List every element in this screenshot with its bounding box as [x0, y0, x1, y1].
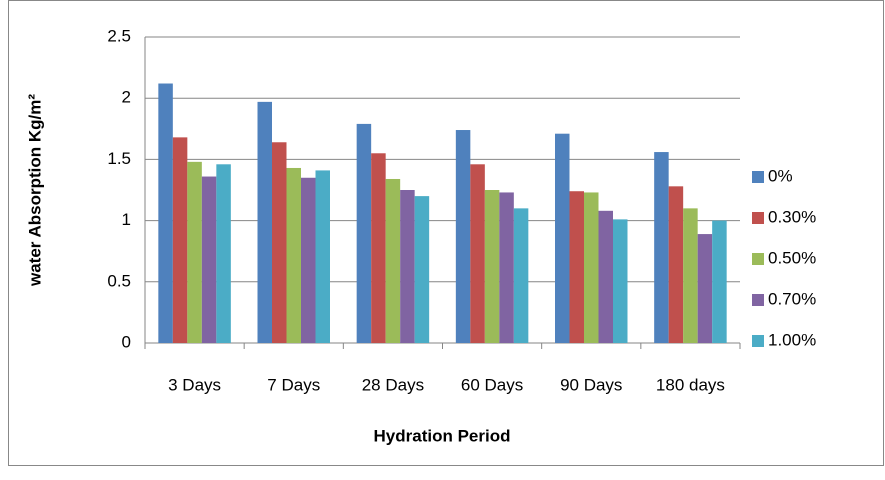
bar	[555, 133, 570, 343]
x-tick-label: 180 days	[656, 375, 725, 394]
bar	[216, 164, 231, 343]
legend-swatch	[752, 294, 764, 306]
bar	[654, 152, 669, 343]
bar	[569, 191, 584, 343]
bar	[513, 208, 529, 343]
bar	[201, 176, 217, 343]
x-tick-label: 60 Days	[461, 375, 523, 394]
bar	[455, 130, 471, 343]
bar	[470, 164, 485, 343]
legend-swatch	[752, 171, 764, 183]
bar	[371, 153, 386, 343]
legend-label: 0.50%	[768, 248, 816, 267]
bar	[187, 161, 202, 343]
bar	[414, 196, 430, 343]
bar	[315, 170, 330, 343]
bar	[385, 178, 401, 343]
bar	[286, 167, 301, 343]
bar	[683, 208, 698, 343]
legend-label: 0.30%	[768, 207, 816, 226]
bar	[499, 192, 514, 343]
bar	[356, 123, 372, 344]
legend-swatch	[752, 212, 764, 224]
legend-swatch	[752, 253, 764, 265]
chart-border	[8, 0, 884, 466]
y-tick-label: 0.5	[107, 271, 131, 290]
bar	[158, 83, 173, 344]
y-tick-label: 1	[122, 210, 131, 229]
legend-swatch	[752, 335, 764, 347]
bar	[257, 101, 272, 343]
bar	[712, 220, 727, 343]
y-tick-label: 2.5	[107, 26, 131, 45]
x-tick-label: 7 Days	[267, 375, 320, 394]
y-tick-label: 1.5	[107, 149, 131, 168]
legend-label: 0%	[768, 166, 793, 185]
x-axis-title: Hydration Period	[374, 426, 511, 445]
bar	[613, 219, 628, 343]
y-axis-title: water Absorption Kg/m²	[25, 94, 44, 287]
bar	[668, 186, 684, 343]
x-tick-label: 3 Days	[168, 375, 221, 394]
y-tick-label: 0	[122, 332, 131, 351]
bar	[584, 192, 599, 343]
bar	[400, 190, 415, 343]
bar	[301, 177, 316, 343]
bar	[484, 190, 500, 343]
legend-label: 0.70%	[768, 289, 816, 308]
legend-label: 1.00%	[768, 330, 816, 349]
y-tick-label: 2	[122, 88, 131, 107]
bar	[272, 142, 287, 343]
x-tick-label: 28 Days	[362, 375, 424, 394]
x-tick-label: 90 Days	[560, 375, 622, 394]
bar	[697, 234, 713, 343]
bar	[598, 210, 613, 343]
bar	[172, 137, 188, 343]
